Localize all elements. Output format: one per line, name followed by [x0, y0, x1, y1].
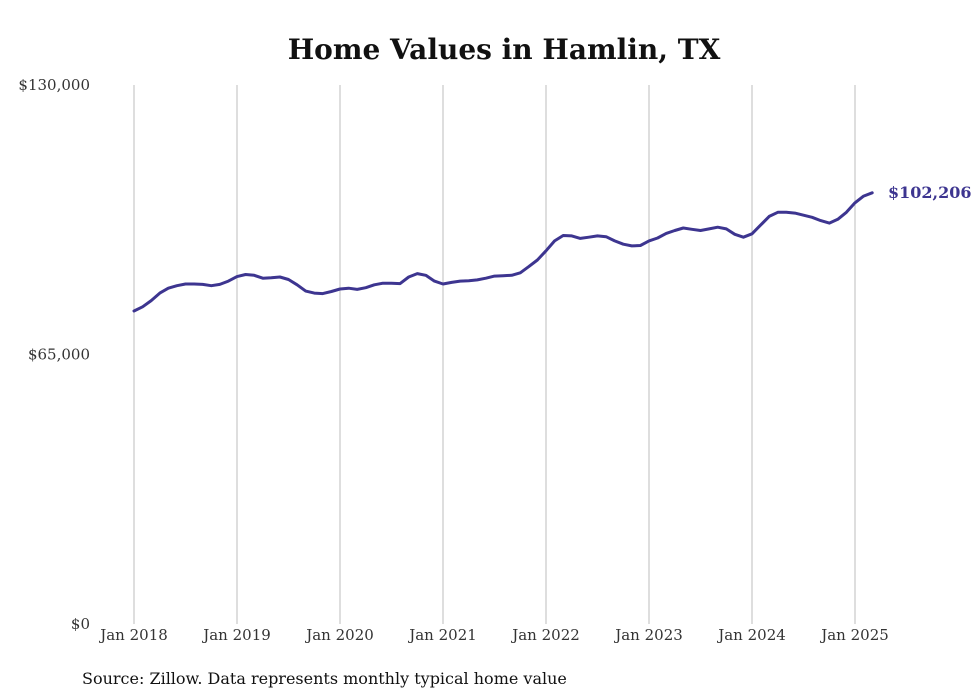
y-tick-label: $65,000	[28, 346, 90, 364]
x-tick-label: Jan 2018	[98, 626, 168, 644]
series-group	[132, 191, 874, 313]
end-value-label: $102,206	[888, 183, 972, 202]
chart-title: Home Values in Hamlin, TX	[288, 33, 721, 66]
y-tick-label: $130,000	[18, 76, 90, 94]
x-axis: Jan 2018 Jan 2019 Jan 2020 Jan 2021 Jan 2022…	[98, 626, 889, 644]
x-tick-label: Jan 2019	[201, 626, 271, 644]
y-tick-label: $0	[71, 615, 90, 633]
x-tick-label: Jan 2022	[510, 626, 580, 644]
y-axis: $0 $65,000 $130,000	[18, 76, 90, 633]
x-tick-label: Jan 2020	[304, 626, 374, 644]
x-tick-label: Jan 2021	[407, 626, 477, 644]
series-line-0	[132, 191, 874, 313]
x-tick-label: Jan 2023	[613, 626, 683, 644]
source-note: Source: Zillow. Data represents monthly …	[82, 669, 567, 688]
x-tick-label: Jan 2025	[819, 626, 889, 644]
grid	[133, 85, 856, 624]
x-tick-label: Jan 2024	[716, 626, 786, 644]
